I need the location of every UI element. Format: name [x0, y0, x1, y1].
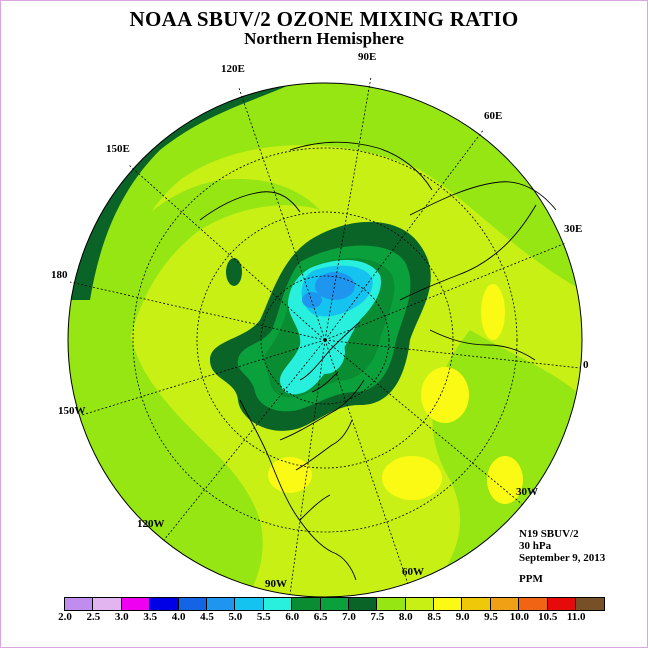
colorbar-segment [65, 598, 94, 610]
lon-label-180: 180 [51, 269, 68, 281]
field-8-5-south-atlantic [382, 456, 442, 500]
colorbar-segment [263, 598, 293, 610]
lon-label-120e: 120E [221, 63, 245, 75]
colorbar-segment [320, 598, 349, 610]
colorbar-segment [235, 598, 264, 610]
lon-label-90w: 90W [265, 578, 287, 590]
colorbar-segment [462, 598, 491, 610]
colorbar-tick-label: 3.0 [114, 611, 129, 623]
colorbar-tick-label: 7.0 [342, 611, 356, 623]
coast-europe [399, 204, 537, 361]
meridian-30e [324, 242, 567, 341]
field-8-5-east [481, 284, 505, 340]
lat-circle-60 [196, 211, 454, 469]
lon-label-150w: 150W [58, 405, 86, 417]
colorbar-tick-label: 10.5 [538, 611, 558, 623]
colorbar-segment [348, 598, 378, 610]
colorbar-tick-label: 9.0 [455, 611, 470, 623]
lon-label-90e: 90E [358, 51, 377, 63]
field-7-5-band [95, 179, 320, 340]
colorbar-segment [405, 598, 435, 610]
coast-north-america-west [239, 399, 357, 581]
colorbar-segment [490, 598, 520, 610]
date-label: September 9, 2013 [519, 552, 606, 564]
field-4-5-core-west [302, 292, 322, 308]
meridian-0 [324, 339, 581, 369]
lon-label-30e: 30E [564, 223, 583, 235]
colorbar-tick-label: 5.5 [256, 611, 271, 623]
colorbar-tick-label: 10.0 [509, 611, 530, 623]
colorbar-segment [547, 598, 577, 610]
colorbar-tick-label: 4.5 [200, 611, 214, 623]
colorbar-segment [93, 598, 122, 610]
colorbar-segment [377, 598, 406, 610]
meridian-30w [324, 339, 524, 506]
meridian-180 [69, 281, 326, 341]
lat-circle-30 [132, 147, 518, 533]
colorbar-tick-label: 6.5 [313, 611, 328, 623]
colorbar-tick-label: 6.0 [285, 611, 300, 623]
meridian-120e [238, 87, 326, 341]
lon-label-0: 0 [583, 359, 589, 371]
colorbar-segment [121, 598, 151, 610]
colorbar-segment [434, 598, 463, 610]
colorbar-tick-label: 8.5 [427, 611, 442, 623]
field-8-5-sw-atlantic [487, 456, 523, 504]
lon-label-60e: 60E [484, 110, 503, 122]
meridian-120w [163, 339, 326, 541]
coast-greenland [299, 321, 361, 393]
colorbar-tick-label: 9.5 [484, 611, 498, 623]
colorbar-segment [292, 598, 321, 610]
colorbar-tick-label: 5.0 [228, 611, 243, 623]
meridian-90w [289, 339, 326, 595]
lon-label-150e: 150E [106, 143, 130, 155]
colorbar-tick-label: 3.5 [143, 611, 158, 623]
meridian-60e [324, 128, 485, 341]
field-7-0-islet [226, 258, 242, 286]
colorbar-segment [576, 598, 605, 610]
field-8-5-gulf [268, 457, 312, 493]
colorbar-tick-label: 8.0 [398, 611, 413, 623]
meridian-90e [324, 76, 372, 341]
colorbar-tick-label: 11.0 [566, 611, 586, 623]
pressure-level-label: 30 hPa [519, 540, 552, 552]
colorbar-segment [206, 598, 236, 610]
lon-label-120w: 120W [137, 518, 165, 530]
instrument-label: N19 SBUV/2 [519, 528, 579, 540]
coast-north-america-east [279, 379, 365, 471]
colorbar-segment [519, 598, 548, 610]
field-7-5-outer [68, 83, 582, 597]
colorbar-segment [150, 598, 179, 610]
lat-circle-75 [260, 275, 390, 405]
coast-asia [289, 141, 557, 216]
units-label: PPM [519, 573, 543, 585]
colorbar-tick-label: 7.5 [370, 611, 385, 623]
field-8-5-atlantic [421, 367, 469, 423]
map-subtitle: Northern Hemisphere [244, 29, 404, 48]
coast-siberia [199, 191, 301, 221]
colorbar [64, 597, 606, 611]
colorbar-tick-label: 2.0 [58, 611, 72, 623]
field-5-5-core-south [305, 330, 345, 374]
colorbar-tick-label: 4.0 [171, 611, 186, 623]
graticule [69, 76, 581, 595]
map-title: NOAA SBUV/2 OZONE MIXING RATIO [129, 7, 519, 31]
colorbar-segment [178, 598, 207, 610]
colorbar-tick-label: 2.5 [86, 611, 101, 623]
meridian-60w [324, 339, 409, 585]
coastlines [199, 141, 557, 581]
lon-label-30w: 30W [516, 486, 538, 498]
lon-label-60w: 60W [402, 566, 424, 578]
